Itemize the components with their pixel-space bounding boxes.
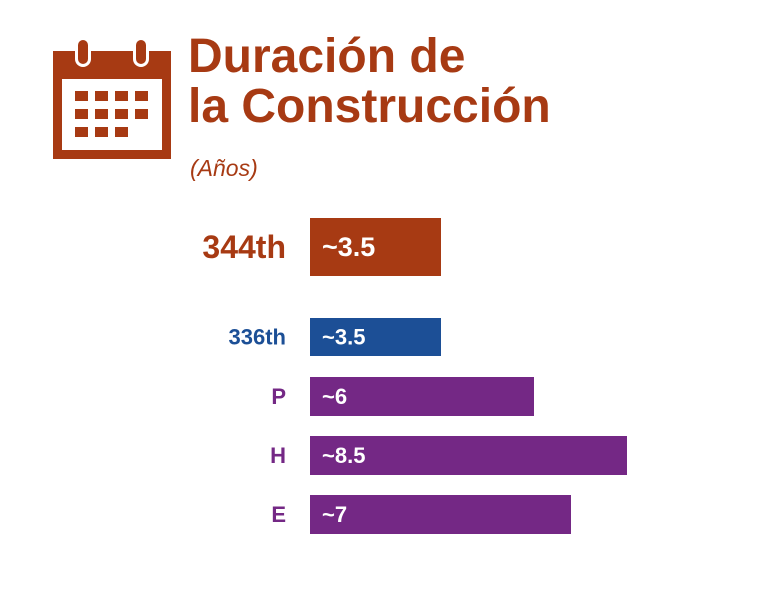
bar-h [310,436,627,475]
data-label: ~3.5 [322,232,375,262]
bar-e [310,495,571,534]
bar-p [310,377,534,416]
data-label: ~7 [322,502,347,527]
category-label: 344th [202,229,286,265]
data-label: ~6 [322,384,347,409]
title-line-1: Duración de [188,30,466,83]
category-label: E [271,502,286,527]
title-line-2: la Construcción [188,80,551,133]
chart-subtitle: (Años) [190,155,258,181]
chart-title: Duración de la Construcción [188,32,551,132]
category-label: P [271,384,286,409]
category-label: 336th [229,325,286,350]
calendar-icon [53,37,171,164]
bar-336th [310,318,441,356]
category-label: H [270,443,286,468]
bar-344th [310,218,441,276]
data-label: ~3.5 [322,325,365,350]
data-label: ~8.5 [322,443,365,468]
